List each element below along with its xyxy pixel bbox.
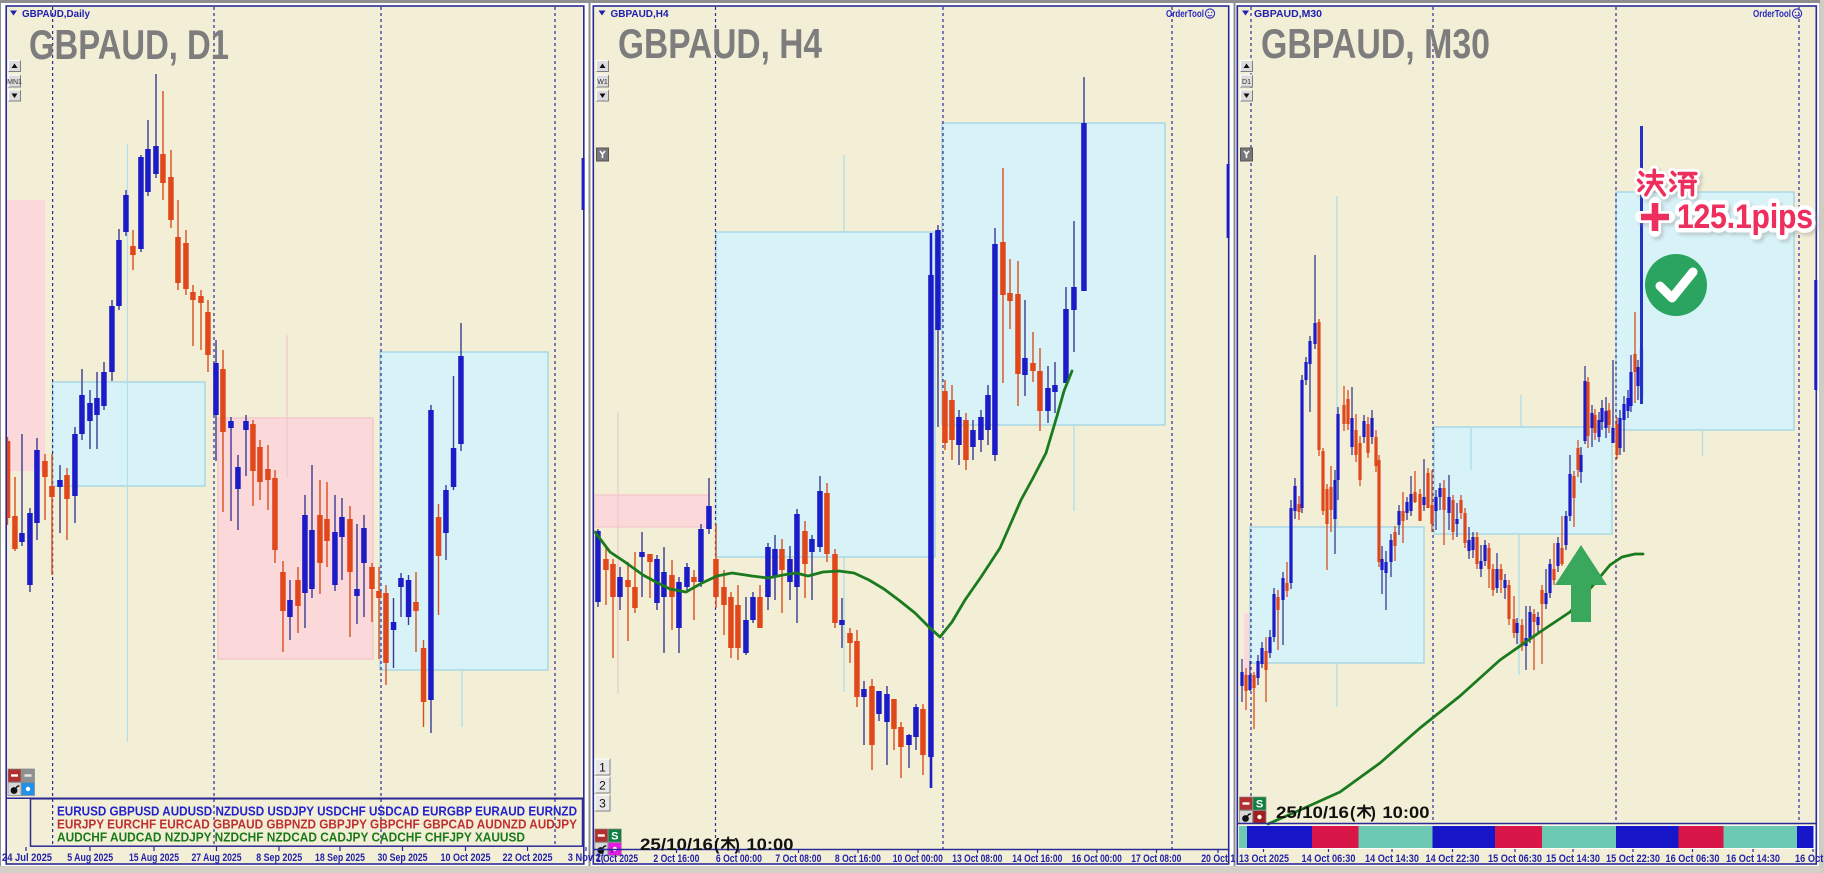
svg-text:OrderTool: OrderTool [1753, 8, 1791, 20]
svg-text:22 Oct 2025: 22 Oct 2025 [503, 852, 553, 864]
svg-text:MN1: MN1 [7, 79, 22, 86]
svg-text:EURUSD GBPUSD AUDUSD NZDUSD US: EURUSD GBPUSD AUDUSD NZDUSD USDJPY USDCH… [57, 805, 577, 819]
svg-text:1 Oct 2025: 1 Oct 2025 [596, 853, 638, 865]
svg-text:125.1pips: 125.1pips [1677, 198, 1813, 236]
svg-text:20 Oct 1: 20 Oct 1 [1201, 853, 1235, 865]
svg-text:(: ( [714, 836, 720, 854]
svg-text:2: 2 [599, 779, 606, 793]
svg-text:30 Sep 2025: 30 Sep 2025 [378, 852, 428, 864]
svg-text:10:00: 10:00 [746, 835, 793, 854]
svg-text:125.1pips: 125.1pips [1680, 201, 1816, 239]
svg-text:25/10/16: 25/10/16 [1276, 803, 1349, 822]
svg-text:GBPAUD, H4: GBPAUD, H4 [618, 20, 823, 67]
svg-text:7 Oct 08:00: 7 Oct 08:00 [775, 853, 821, 865]
svg-text:125.1pips: 125.1pips [1677, 198, 1813, 236]
svg-text:3 Nov 2(: 3 Nov 2( [568, 852, 604, 864]
svg-text:14 Oct 16:00: 14 Oct 16:00 [1012, 853, 1062, 865]
svg-text:10 Oct 00:00: 10 Oct 00:00 [893, 853, 943, 865]
svg-text:): ) [734, 836, 739, 854]
svg-text:16 Oct 06:30: 16 Oct 06:30 [1666, 853, 1720, 865]
svg-text:5 Aug 2025: 5 Aug 2025 [67, 852, 113, 864]
svg-text:OrderTool: OrderTool [1166, 8, 1204, 20]
svg-text:GBPAUD,Daily: GBPAUD,Daily [22, 8, 90, 20]
svg-text:S: S [611, 831, 618, 843]
svg-text:GBPAUD, M30: GBPAUD, M30 [1261, 20, 1490, 67]
svg-text:GBPAUD,M30: GBPAUD,M30 [1254, 8, 1322, 20]
svg-text:27 Aug 2025: 27 Aug 2025 [192, 852, 242, 864]
svg-text:8 Sep 2025: 8 Sep 2025 [256, 852, 302, 864]
svg-text:10 Oct 2025: 10 Oct 2025 [441, 852, 491, 864]
svg-text:W1: W1 [597, 79, 608, 86]
svg-text:14 Oct 06:30: 14 Oct 06:30 [1302, 853, 1356, 865]
svg-text:D1: D1 [1242, 79, 1251, 86]
svg-text:): ) [1370, 804, 1375, 822]
svg-text:10:00: 10:00 [1382, 803, 1429, 822]
svg-text:16 Oct 14:30: 16 Oct 14:30 [1726, 853, 1780, 865]
svg-text:14 Oct 22:30: 14 Oct 22:30 [1426, 853, 1480, 865]
svg-text:24 Jul 2025: 24 Jul 2025 [2, 852, 52, 864]
svg-text:16 Oct 00:00: 16 Oct 00:00 [1072, 853, 1122, 865]
svg-text:AUDCHF AUDCAD NZDJPY NZDCHF N: AUDCHF AUDCAD NZDJPY NZDCHF NZDCAD CADJP… [57, 831, 525, 845]
svg-text:14 Oct 14:30: 14 Oct 14:30 [1365, 853, 1419, 865]
svg-text:S: S [1256, 799, 1263, 811]
svg-text:15 Oct 06:30: 15 Oct 06:30 [1488, 853, 1542, 865]
svg-text:15 Oct 22:30: 15 Oct 22:30 [1606, 853, 1660, 865]
svg-text:18 Sep 2025: 18 Sep 2025 [315, 852, 365, 864]
svg-text:17 Oct 08:00: 17 Oct 08:00 [1131, 853, 1181, 865]
svg-text:16 Oct 2: 16 Oct 2 [1795, 853, 1824, 865]
svg-text:GBPAUD,H4: GBPAUD,H4 [611, 8, 669, 20]
svg-text:EURJPY EURCHF EURCAD GBPAUD G: EURJPY EURCHF EURCAD GBPAUD GBPNZD GBPJP… [57, 818, 578, 832]
svg-text:GBPAUD, D1: GBPAUD, D1 [29, 21, 229, 68]
svg-text:13 Oct 2025: 13 Oct 2025 [1239, 853, 1289, 865]
svg-text:13 Oct 08:00: 13 Oct 08:00 [952, 853, 1002, 865]
svg-text:15 Aug 2025: 15 Aug 2025 [129, 852, 179, 864]
svg-text:2 Oct 16:00: 2 Oct 16:00 [653, 853, 699, 865]
svg-text:6 Oct 00:00: 6 Oct 00:00 [716, 853, 762, 865]
svg-text:8 Oct 16:00: 8 Oct 16:00 [835, 853, 881, 865]
svg-text:3: 3 [599, 797, 606, 811]
svg-text:1: 1 [599, 761, 606, 775]
svg-text:25/10/16: 25/10/16 [640, 835, 713, 854]
svg-text:15 Oct 14:30: 15 Oct 14:30 [1546, 853, 1600, 865]
svg-text:(: ( [1350, 804, 1356, 822]
